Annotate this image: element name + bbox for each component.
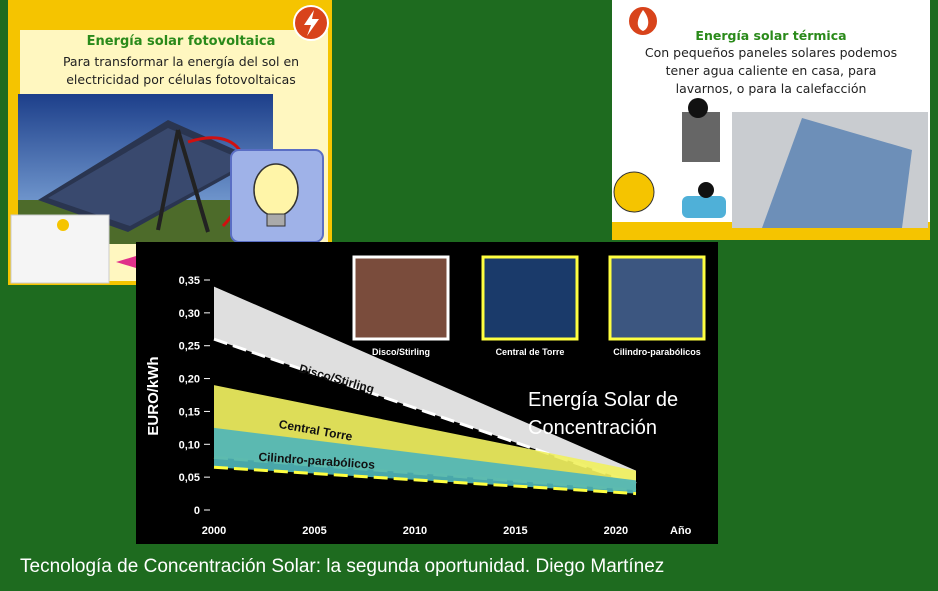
series-lower-edge <box>213 465 637 496</box>
y-axis-label: EURO/kWh <box>145 356 162 435</box>
y-tick-label: 0,20 <box>179 374 200 386</box>
thumbnail-label: Cilindro-parabólicos <box>613 347 701 357</box>
chart-annotation-line: Energía Solar de <box>528 389 678 411</box>
thermal-description: Con pequeños paneles solares podemos ten… <box>618 44 924 98</box>
y-tick-label: 0,30 <box>179 308 200 320</box>
thermal-illustration <box>612 98 930 240</box>
series-band-cilindro-parab-licos <box>214 427 636 494</box>
thermal-panel: Energía solar térmica Con pequeños panel… <box>612 0 930 240</box>
x-axis-label: Año <box>670 525 692 537</box>
y-tick-label: 0,05 <box>179 472 200 484</box>
flame-icon <box>627 5 659 37</box>
cost-chart: Disco/Stirling Central Torre Cilindro-para… <box>136 242 718 544</box>
chart-annotation-line: Concentración <box>528 417 657 439</box>
thermal-description-line: lavarnos, o para la calefacción <box>675 81 867 96</box>
thumbnail-image <box>481 255 579 341</box>
thumbnail-image <box>352 255 450 341</box>
photovoltaic-description-line: electricidad por células fotovoltaicas <box>66 72 296 87</box>
y-tick-label: 0,10 <box>179 439 200 451</box>
photovoltaic-description: Para transformar la energía del sol en e… <box>22 53 340 89</box>
photovoltaic-panel: Energía solar fotovoltaica Para transfor… <box>8 0 332 285</box>
series-band-disco-stirling <box>214 286 636 484</box>
slide-caption: Tecnología de Concentración Solar: la se… <box>20 556 665 577</box>
x-tick-label: 2010 <box>403 525 427 537</box>
thumbnail-label: Disco/Stirling <box>372 347 430 357</box>
y-tick-label: 0 <box>194 505 200 517</box>
thermal-title: Energía solar térmica <box>695 28 847 43</box>
y-tick-label: 0,25 <box>179 341 200 353</box>
photovoltaic-illustration <box>10 94 324 284</box>
x-tick-label: 2005 <box>302 525 326 537</box>
lightning-icon <box>293 5 329 41</box>
thumbnail-image <box>608 255 706 341</box>
x-tick-label: 2015 <box>503 525 527 537</box>
y-tick-label: 0,35 <box>179 275 200 287</box>
x-tick-label: 2020 <box>604 525 628 537</box>
x-tick-label: 2000 <box>202 525 226 537</box>
photovoltaic-description-line: Para transformar la energía del sol en <box>62 54 300 69</box>
thumbnail-label: Central de Torre <box>496 347 565 357</box>
y-tick-label: 0,15 <box>179 406 200 418</box>
thermal-description-line: Con pequeños paneles solares podemos <box>644 45 898 60</box>
photovoltaic-title: Energía solar fotovoltaica <box>86 34 276 49</box>
thermal-description-line: tener agua caliente en casa, para <box>665 63 877 78</box>
